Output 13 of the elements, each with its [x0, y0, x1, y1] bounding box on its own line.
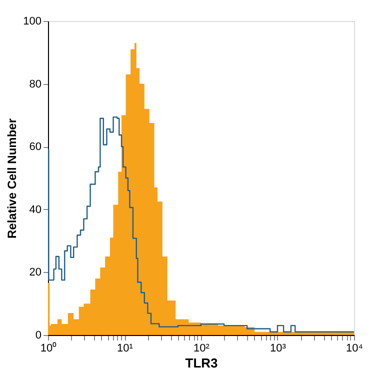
y-tick-label: 80: [29, 78, 42, 90]
y-tick-label: 60: [29, 141, 42, 154]
y-tick-label: 40: [29, 204, 42, 216]
x-tick-label: 10¹: [117, 342, 134, 354]
y-tick-label: 100: [23, 16, 42, 28]
y-tick-label: 20: [29, 266, 42, 279]
x-tick-label: 10³: [270, 342, 286, 354]
x-tick-label: 10²: [194, 342, 210, 354]
x-axis-title: TLR3: [185, 356, 218, 370]
x-tick-label: 10⁴: [346, 342, 364, 354]
y-axis-title: Relative Cell Number: [5, 118, 20, 239]
x-tick-label: 10⁰: [40, 342, 57, 354]
y-tick-label: 0: [35, 330, 42, 342]
